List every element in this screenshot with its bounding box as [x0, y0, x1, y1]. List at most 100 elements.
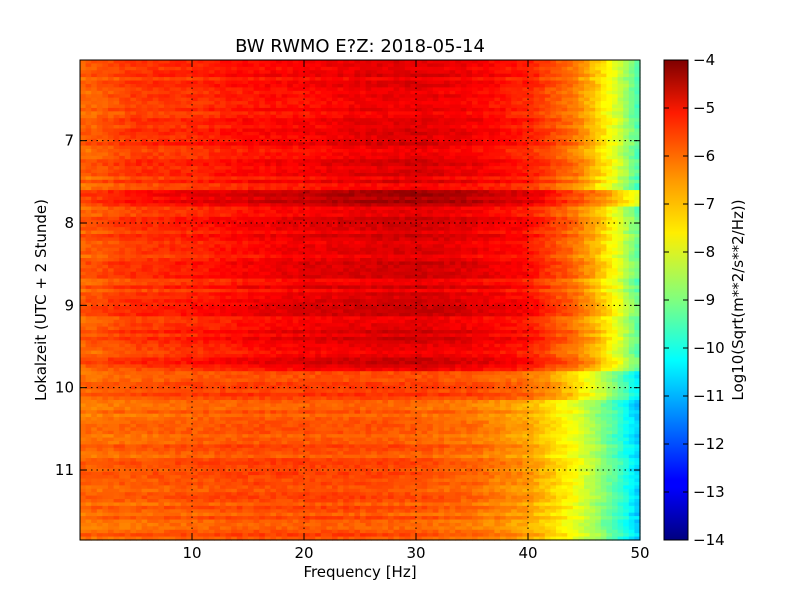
heatmap-cell [500, 94, 507, 99]
heatmap-cell [80, 216, 87, 221]
heatmap-cell [197, 203, 204, 208]
heatmap-cell [96, 193, 103, 198]
heatmap-cell [108, 97, 115, 102]
heatmap-cell [203, 149, 210, 154]
heatmap-cell [231, 227, 238, 232]
heatmap-cell [332, 199, 339, 204]
heatmap-cell [494, 162, 501, 167]
heatmap-cell [567, 206, 574, 211]
heatmap-cell [572, 73, 579, 78]
heatmap-cell [259, 121, 266, 126]
heatmap-cell [617, 138, 624, 143]
heatmap-cell [516, 166, 523, 171]
heatmap-cell [169, 169, 176, 174]
heatmap-cell [276, 107, 283, 112]
heatmap-cell [511, 213, 518, 218]
heatmap-cell [533, 209, 540, 215]
heatmap-cell [175, 87, 182, 92]
heatmap-cell [539, 213, 546, 218]
heatmap-cell [102, 101, 109, 106]
heatmap-cell [483, 145, 490, 150]
heatmap-cell [477, 128, 484, 133]
heatmap-cell [287, 172, 294, 177]
heatmap-cell [511, 209, 518, 215]
heatmap-cell [483, 186, 490, 191]
heatmap-cell [488, 104, 495, 109]
heatmap-cell [589, 73, 596, 78]
heatmap-cell [410, 107, 417, 112]
heatmap-cell [332, 107, 339, 112]
heatmap-cell [169, 121, 176, 126]
heatmap-cell [119, 107, 126, 112]
heatmap-cell [270, 199, 277, 204]
heatmap-cell [382, 131, 389, 136]
heatmap-cell [326, 155, 333, 160]
heatmap-cell [572, 83, 579, 88]
heatmap-cell [494, 203, 501, 208]
heatmap-cell [320, 111, 327, 116]
heatmap-cell [561, 83, 568, 88]
heatmap-cell [214, 162, 221, 167]
heatmap-cell [360, 220, 367, 225]
heatmap-cell [287, 216, 294, 221]
heatmap-cell [572, 213, 579, 218]
heatmap-cell [617, 104, 624, 109]
heatmap-cell [567, 193, 574, 198]
heatmap-cell [617, 94, 624, 99]
heatmap-cell [80, 169, 87, 174]
heatmap-cell [281, 101, 288, 106]
heatmap-cell [225, 179, 232, 184]
heatmap-cell [388, 114, 395, 119]
heatmap-cell [444, 227, 451, 232]
heatmap-cell [169, 114, 176, 119]
heatmap-cell [516, 149, 523, 154]
heatmap-cell [628, 159, 635, 164]
heatmap-cell [556, 80, 563, 85]
heatmap-cell [550, 172, 557, 177]
heatmap-cell [567, 125, 574, 130]
heatmap-cell [393, 80, 400, 85]
heatmap-cell [253, 209, 260, 215]
heatmap-cell [432, 223, 439, 228]
heatmap-cell [488, 138, 495, 143]
heatmap-cell [449, 186, 456, 191]
heatmap-cell [612, 179, 619, 184]
heatmap-cell [393, 203, 400, 208]
heatmap-cell [108, 121, 115, 126]
heatmap-cell [500, 152, 507, 157]
heatmap-cell [136, 203, 143, 208]
heatmap-cell [169, 107, 176, 112]
heatmap-cell [186, 162, 193, 167]
heatmap-cell [388, 101, 395, 106]
heatmap-cell [119, 104, 126, 109]
heatmap-cell [595, 104, 602, 109]
heatmap-cell [410, 196, 417, 201]
heatmap-cell [309, 128, 316, 133]
heatmap-cell [606, 135, 613, 140]
heatmap-cell [96, 183, 103, 188]
heatmap-cell [96, 104, 103, 109]
heatmap-cell [186, 90, 193, 95]
heatmap-cell [612, 155, 619, 160]
heatmap-cell [600, 145, 607, 150]
heatmap-cell [567, 80, 574, 85]
heatmap-cell [96, 145, 103, 150]
heatmap-cell [326, 135, 333, 140]
heatmap-cell [365, 94, 372, 99]
heatmap-cell [80, 128, 87, 133]
heatmap-cell [505, 70, 512, 75]
heatmap-cell [152, 101, 159, 106]
heatmap-cell [410, 94, 417, 99]
heatmap-cell [533, 142, 540, 147]
heatmap-cell [522, 162, 529, 167]
heatmap-cell [371, 107, 378, 112]
heatmap-cell [264, 142, 271, 147]
heatmap-cell [567, 107, 574, 112]
heatmap-cell [438, 149, 445, 154]
heatmap-cell [119, 118, 126, 123]
heatmap-cell [214, 125, 221, 130]
heatmap-cell [96, 155, 103, 160]
heatmap-cell [91, 138, 98, 143]
heatmap-cell [505, 220, 512, 225]
heatmap-cell [136, 179, 143, 184]
